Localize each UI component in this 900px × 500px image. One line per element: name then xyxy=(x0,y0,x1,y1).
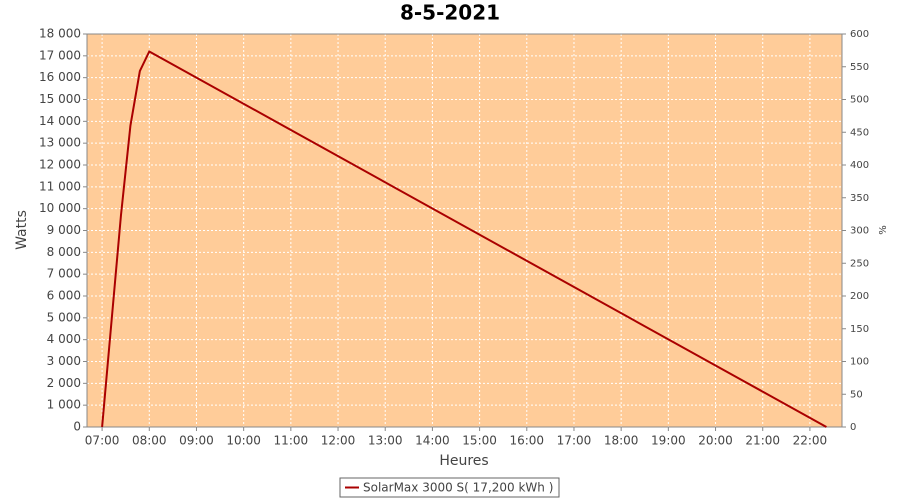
legend-label: SolarMax 3000 S( 17,200 kWh ) xyxy=(363,481,553,495)
y2-tick-label: 200 xyxy=(850,291,869,302)
y2-tick-label: 500 xyxy=(850,95,869,106)
y2-tick-label: 0 xyxy=(850,422,856,433)
y2-tick-label: 350 xyxy=(850,193,869,204)
legend-box xyxy=(339,477,560,498)
y-tick-label: 3 000 xyxy=(47,354,81,368)
y-tick-label: 12 000 xyxy=(39,158,81,172)
y-tick-label: 10 000 xyxy=(39,201,81,215)
x-tick-label: 13:00 xyxy=(368,434,403,448)
y2-tick-label: 550 xyxy=(850,62,869,73)
y-tick-label: 13 000 xyxy=(39,136,81,150)
plot-border xyxy=(86,33,843,428)
x-tick-label: 18:00 xyxy=(604,434,639,448)
y2-axis-title: % xyxy=(878,225,889,235)
y-tick-label: 5 000 xyxy=(47,310,81,324)
x-tick-label: 15:00 xyxy=(462,434,497,448)
x-tick-label: 08:00 xyxy=(132,434,167,448)
x-tick-label: 11:00 xyxy=(274,434,309,448)
x-tick-label: 14:00 xyxy=(415,434,450,448)
y-tick-label: 8 000 xyxy=(47,245,81,259)
y-tick-label: 15 000 xyxy=(39,92,81,106)
y2-tick-label: 100 xyxy=(850,357,869,368)
chart-title: 8-5-2021 xyxy=(400,1,500,25)
y-tick-label: 16 000 xyxy=(39,70,81,84)
x-tick-label: 07:00 xyxy=(85,434,120,448)
y2-tick-label: 50 xyxy=(850,389,863,400)
x-axis-title: Heures xyxy=(439,453,488,469)
y-tick-label: 14 000 xyxy=(39,114,81,128)
y-tick-label: 6 000 xyxy=(47,289,81,303)
x-tick-label: 20:00 xyxy=(698,434,733,448)
y-tick-label: 0 xyxy=(73,420,81,434)
x-tick-label: 16:00 xyxy=(509,434,544,448)
x-tick-label: 10:00 xyxy=(226,434,261,448)
x-tick-label: 21:00 xyxy=(745,434,780,448)
y2-tick-label: 150 xyxy=(850,324,869,335)
y-tick-label: 7 000 xyxy=(47,267,81,281)
y-tick-label: 1 000 xyxy=(47,398,81,412)
y2-tick-label: 250 xyxy=(850,258,869,269)
y-tick-label: 17 000 xyxy=(39,48,81,62)
data-line xyxy=(101,50,827,428)
x-tick-label: 22:00 xyxy=(793,434,828,448)
y2-tick-label: 450 xyxy=(850,127,869,138)
x-tick-label: 09:00 xyxy=(179,434,214,448)
y-tick-label: 9 000 xyxy=(47,223,81,237)
y-tick-label: 4 000 xyxy=(47,332,81,346)
x-tick-label: 17:00 xyxy=(557,434,592,448)
y-tick-label: 11 000 xyxy=(39,179,81,193)
y-tick-label: 2 000 xyxy=(47,376,81,390)
x-tick-label: 19:00 xyxy=(651,434,686,448)
y2-tick-label: 400 xyxy=(850,160,869,171)
y-tick-label: 18 000 xyxy=(39,27,81,41)
y-axis-title: Watts xyxy=(14,210,30,250)
y2-tick-label: 300 xyxy=(850,226,869,237)
x-tick-label: 12:00 xyxy=(321,434,356,448)
y2-tick-label: 600 xyxy=(850,29,869,40)
